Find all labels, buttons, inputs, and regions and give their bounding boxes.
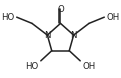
Text: O: O [57, 5, 64, 14]
Text: N: N [44, 31, 51, 40]
Text: OH: OH [82, 62, 96, 71]
Text: HO: HO [25, 62, 39, 71]
Text: N: N [70, 31, 77, 40]
Text: OH: OH [106, 13, 120, 22]
Text: HO: HO [1, 13, 15, 22]
